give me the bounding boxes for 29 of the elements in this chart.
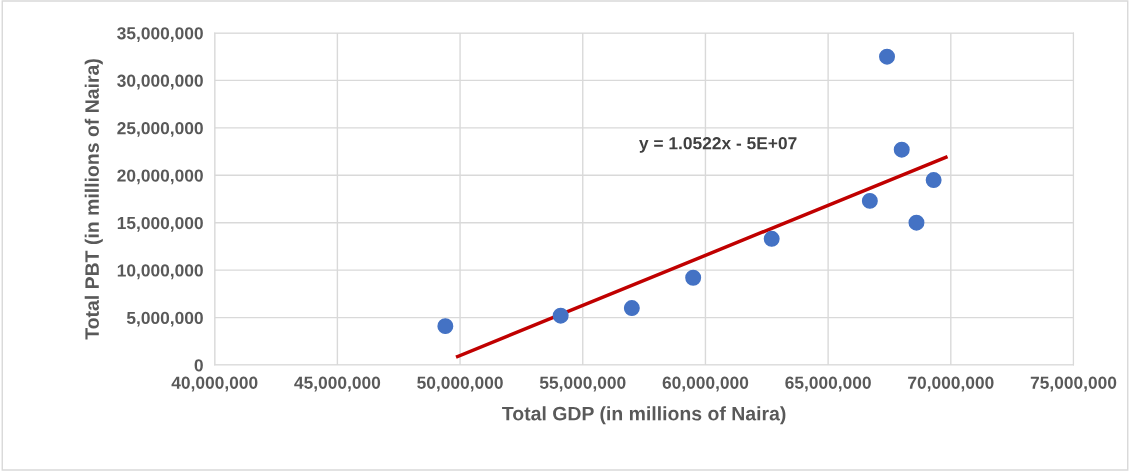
y-tick-label: 15,000,000: [117, 216, 203, 232]
x-tick-label: 60,000,000: [662, 376, 749, 392]
point: [437, 318, 454, 335]
y-tick-label: 35,000,000: [117, 27, 203, 42]
y-tick-label: 20,000,000: [117, 169, 203, 185]
point: [763, 230, 780, 247]
point: [925, 172, 942, 189]
y-axis-title: Total PBT (in millions of Naira): [84, 59, 103, 340]
x-tick-label: 75,000,000: [1030, 376, 1117, 392]
point: [861, 192, 878, 209]
point: [552, 307, 569, 324]
y-tick-label: 0: [194, 359, 203, 372]
point: [685, 269, 702, 286]
x-tick-label: 50,000,000: [417, 376, 503, 392]
x-tick-label: 70,000,000: [908, 376, 994, 392]
x-tick-label: 55,000,000: [539, 376, 626, 392]
point: [623, 300, 640, 317]
y-tick-label: 25,000,000: [117, 122, 203, 137]
x-axis-title: Total GDP (in millions of Naira): [502, 406, 786, 425]
point: [893, 141, 910, 158]
annotation: y = 1.0522x - 5E+07: [639, 137, 797, 153]
x-tick-label: 40,000,000: [171, 376, 258, 392]
x-tick-label: 45,000,000: [294, 376, 381, 392]
y-tick-label: 30,000,000: [117, 74, 203, 90]
x-tick-label: 65,000,000: [785, 376, 871, 392]
y-tick-label: 10,000,000: [117, 264, 203, 280]
point: [879, 48, 895, 65]
y-tick-label: 5,000,000: [126, 311, 203, 327]
point: [908, 214, 925, 231]
